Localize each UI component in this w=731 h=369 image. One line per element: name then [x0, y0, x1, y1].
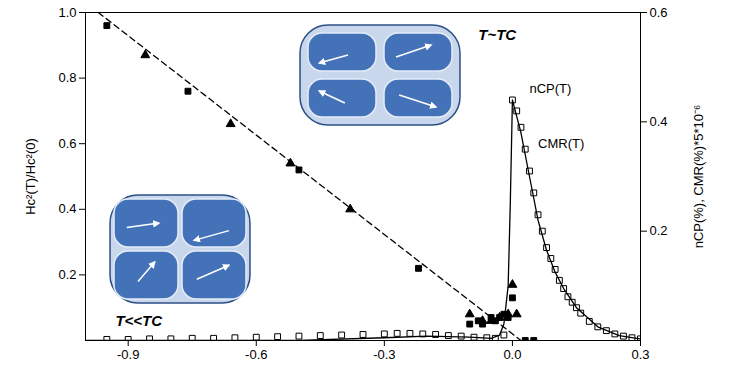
svg-text:0.6: 0.6 [58, 136, 76, 151]
svg-text:0.4: 0.4 [58, 201, 76, 216]
svg-text:Hc²(T)/Hc²(0): Hc²(T)/Hc²(0) [23, 138, 38, 215]
svg-text:0.2: 0.2 [58, 267, 76, 282]
svg-text:0.6: 0.6 [650, 5, 668, 20]
svg-text:CMR(T): CMR(T) [538, 136, 584, 151]
svg-text:0.4: 0.4 [650, 114, 668, 129]
svg-text:-0.6: -0.6 [245, 347, 267, 362]
svg-text:1.0: 1.0 [58, 5, 76, 20]
svg-text:0.8: 0.8 [58, 70, 76, 85]
svg-text:0.0: 0.0 [503, 347, 521, 362]
svg-text:-0.9: -0.9 [117, 347, 139, 362]
svg-text:nCP(%), CMR(%)*5*10⁻⁶: nCP(%), CMR(%)*5*10⁻⁶ [691, 105, 706, 249]
svg-text:-0.3: -0.3 [373, 347, 395, 362]
svg-text:0.2: 0.2 [650, 223, 668, 238]
svg-text:T~TC: T~TC [478, 26, 517, 43]
svg-text:nCP(T): nCP(T) [530, 81, 572, 96]
svg-text:T<<TC: T<<TC [115, 312, 163, 329]
svg-text:0.3: 0.3 [631, 347, 649, 362]
